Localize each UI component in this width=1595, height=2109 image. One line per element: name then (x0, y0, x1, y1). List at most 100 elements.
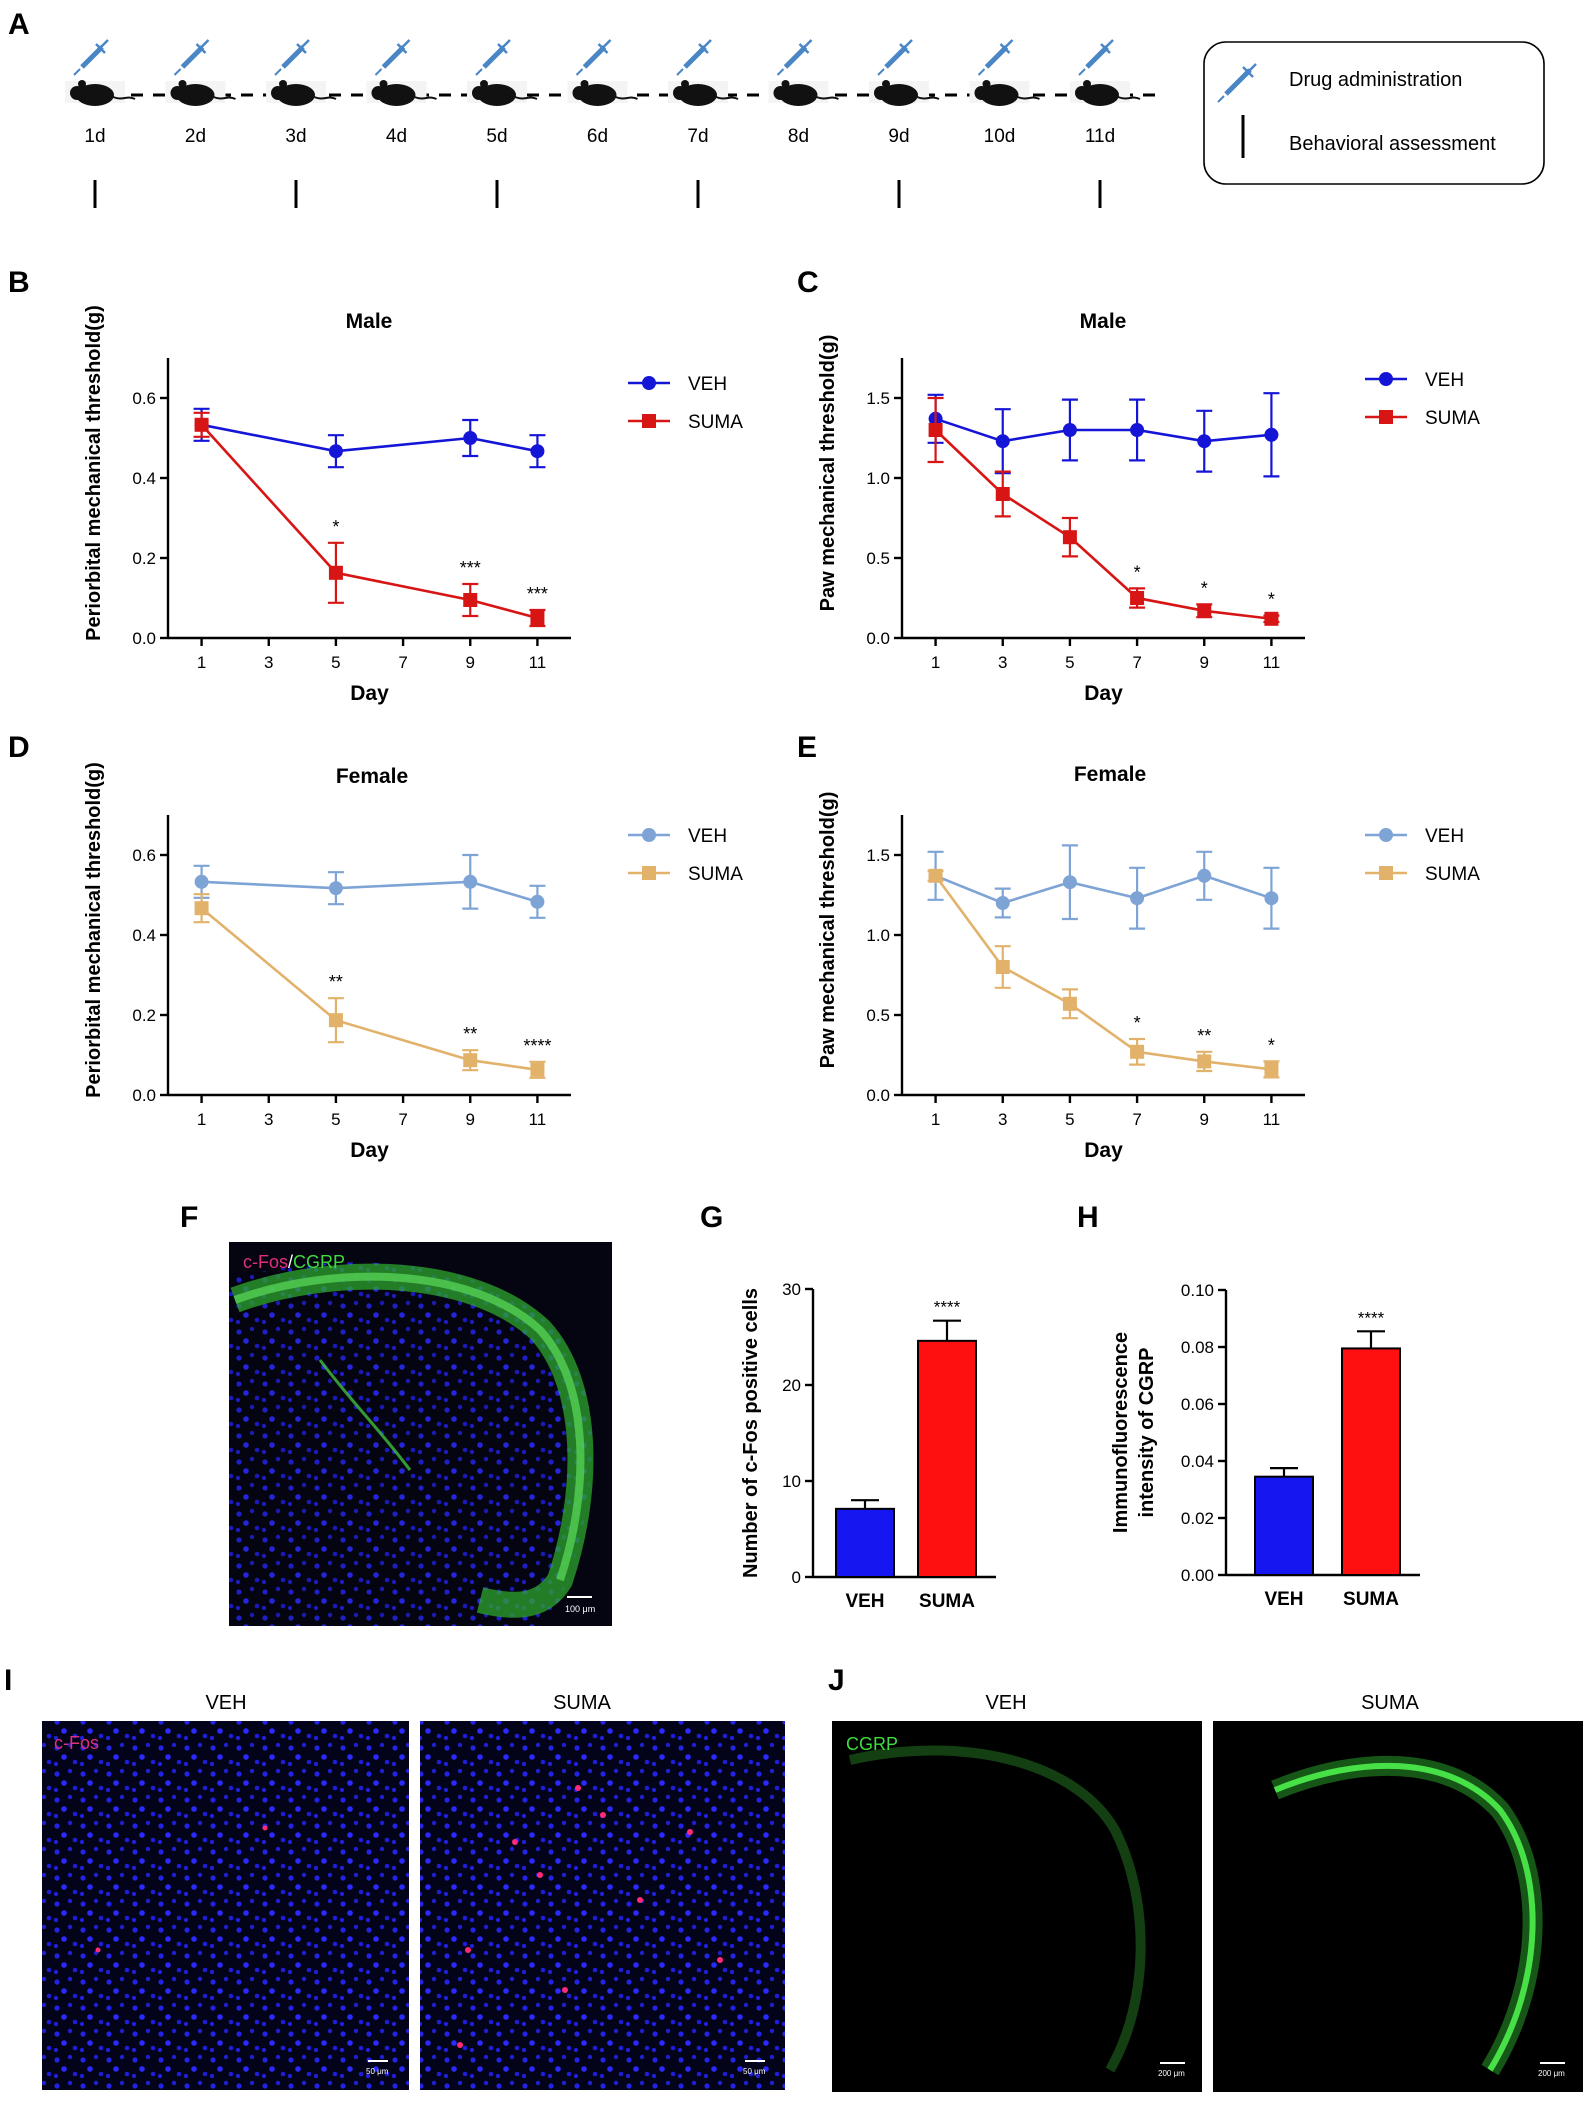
x-tick-label: 1 (931, 653, 940, 672)
data-point (1062, 530, 1077, 545)
micrograph-j-veh (832, 1721, 1202, 2092)
y-tick-label: 0.0 (866, 629, 890, 648)
category-label: SUMA (1343, 1589, 1399, 1610)
syringe-needle (475, 68, 483, 76)
mouse-ear (480, 80, 488, 88)
y-tick-label: 0.2 (132, 549, 156, 568)
y-axis-label: Paw mechanical threshold(g) (817, 335, 839, 612)
timeline-day-label: 3d (285, 126, 306, 147)
mouse-body (578, 84, 617, 106)
data-point (995, 960, 1010, 974)
scale-bar-j-veh-label: 200 μm (1158, 2069, 1185, 2078)
syringe-icon (274, 39, 310, 76)
syringe-plunger (903, 39, 913, 49)
mouse-head (371, 86, 386, 100)
data-point (328, 565, 343, 580)
significance-stars: *** (527, 584, 548, 604)
panel-label-e: E (797, 731, 817, 764)
syringe-plunger (400, 39, 411, 49)
chart-title: Female (336, 765, 408, 788)
mouse-tail (414, 96, 437, 100)
mouse-ear (1083, 80, 1091, 88)
cfos-label: c-Fos (243, 1252, 288, 1272)
data-point (928, 423, 943, 437)
x-tick-label: 3 (264, 653, 273, 672)
data-point (1130, 1044, 1145, 1059)
x-tick-label: 11 (529, 653, 547, 672)
timeline-day-label: 5d (486, 126, 507, 147)
x-tick-label: 7 (398, 1110, 407, 1129)
x-tick-label: 1 (197, 1110, 206, 1129)
mouse-icon (974, 80, 1040, 106)
panel-label-c: C (797, 266, 819, 299)
mouse-tail (715, 96, 739, 100)
cfos-positive-cells (95, 1785, 723, 2048)
mouse-body (1081, 84, 1119, 106)
mouse-head (70, 86, 84, 100)
y-tick-label: 0.6 (132, 846, 156, 865)
data-point (995, 896, 1010, 910)
mouse-ear (580, 80, 589, 88)
syringe-flange (597, 43, 609, 54)
syringe-barrel (180, 45, 205, 69)
series-line-suma (200, 907, 538, 1072)
mouse-tail (615, 96, 638, 100)
series-line-veh (201, 880, 538, 904)
y-tick-label: 20 (782, 1376, 801, 1395)
x-tick-label: 3 (264, 1110, 273, 1129)
mouse-ear (279, 80, 287, 88)
syringe-icon (977, 39, 1014, 76)
syringe-barrel (783, 45, 808, 69)
data-point (1197, 434, 1212, 449)
mouse-body (176, 84, 215, 106)
y-tick-label: 0 (792, 1568, 801, 1587)
mouse-body (478, 84, 516, 106)
mouse-head (874, 86, 888, 100)
chart-title: Male (1080, 310, 1127, 333)
timeline-day-label: 7d (687, 126, 708, 147)
panel-label-a: A (8, 8, 30, 41)
x-axis-label: Day (350, 682, 389, 705)
syringe-barrel (582, 45, 607, 69)
syringe-flange (798, 43, 810, 54)
y-tick-label: 0.0 (132, 1086, 156, 1105)
syringe-icon (877, 39, 913, 76)
syringe-plunger (300, 39, 310, 49)
panel-label-d: D (8, 731, 30, 764)
mouse-ear (681, 80, 689, 88)
data-point (328, 881, 343, 896)
panel-label-j: J (828, 1664, 845, 1697)
mouse-ear (882, 80, 890, 88)
syringe-barrel (381, 45, 406, 69)
syringe-barrel (80, 45, 104, 69)
chart-title: Female (1074, 763, 1146, 786)
legend-marker (1379, 372, 1393, 386)
legend-label: VEH (688, 826, 727, 847)
syringe-flange (396, 43, 408, 54)
legend-label: SUMA (1425, 864, 1480, 885)
timeline-day-label: 2d (185, 126, 206, 147)
syringe-flange (1100, 43, 1111, 54)
x-tick-label: 9 (1200, 653, 1209, 672)
syringe-barrel (281, 45, 305, 69)
x-tick-label: 11 (1263, 1110, 1281, 1129)
syringe-icon (173, 39, 210, 76)
chart-g-cfos-cells: 0 10 20 30 VEH SUMA **** Number of c-Fos positi… (740, 1280, 996, 1612)
x-axis-label: Day (1084, 682, 1123, 705)
mouse-body (880, 84, 918, 106)
x-tick-label: 3 (998, 653, 1007, 672)
syringe-needle (877, 68, 885, 76)
panel-label-f: F (180, 1201, 198, 1234)
chart-title: Male (346, 310, 393, 333)
y-tick-label: 1.5 (866, 846, 890, 865)
mouse-ear (178, 80, 187, 88)
y-tick-label: 0.0 (866, 1086, 890, 1105)
micrograph-i-veh-nuclei (42, 1721, 409, 2090)
legend-label: SUMA (688, 412, 743, 433)
syringe-plunger (501, 39, 511, 49)
legend-marker (1379, 828, 1393, 842)
syringe-needle (1078, 68, 1086, 76)
syringe-icon (1217, 63, 1257, 103)
timeline-day-label: 6d (587, 126, 608, 147)
x-tick-label: 5 (331, 653, 340, 672)
